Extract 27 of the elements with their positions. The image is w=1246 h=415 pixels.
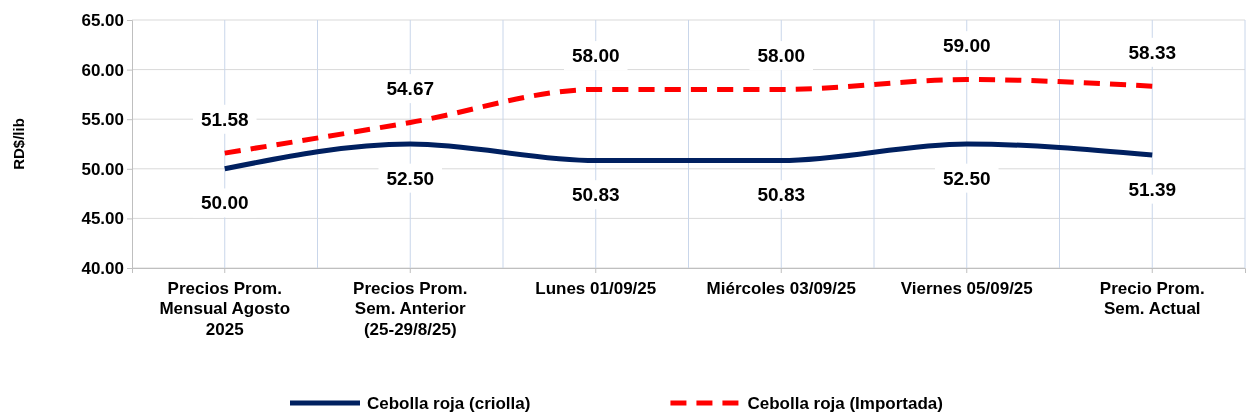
x-tick-label: Lunes 01/09/25: [535, 279, 657, 299]
data-label: 50.83: [757, 184, 806, 206]
legend-label: Cebolla roja (criolla): [367, 393, 531, 413]
data-label: 51.39: [1128, 178, 1177, 200]
y-tick-label: 45.00: [81, 209, 124, 229]
data-label: 50.83: [571, 184, 620, 206]
x-tick-label: Precio Prom. Sem. Actual: [1099, 279, 1205, 319]
y-axis-title: RD$/lib: [10, 118, 27, 170]
x-tick-label: Precios Prom. Sem. Anterior (25-29/8/25): [353, 279, 468, 339]
data-label: 58.33: [1128, 41, 1177, 63]
y-tick-label: 55.00: [81, 110, 124, 130]
y-tick-label: 40.00: [81, 258, 124, 278]
y-tick-label: 60.00: [81, 60, 124, 80]
data-label: 58.00: [757, 45, 806, 67]
x-tick-label: Miércoles 03/09/25: [706, 279, 856, 299]
data-label: 58.00: [571, 45, 620, 67]
y-tick-label: 65.00: [81, 10, 124, 30]
data-label: 50.00: [200, 192, 249, 214]
x-tick-label: Precios Prom. Mensual Agosto 2025: [159, 279, 291, 339]
data-label: 51.58: [200, 108, 249, 130]
data-label: 52.50: [942, 167, 991, 189]
y-tick-label: 50.00: [81, 159, 124, 179]
data-label: 54.67: [386, 78, 435, 100]
data-label: 52.50: [386, 167, 435, 189]
data-label: 59.00: [942, 35, 991, 57]
legend-label: Cebolla roja (Importada): [747, 393, 943, 413]
x-tick-label: Viernes 05/09/25: [900, 279, 1033, 299]
